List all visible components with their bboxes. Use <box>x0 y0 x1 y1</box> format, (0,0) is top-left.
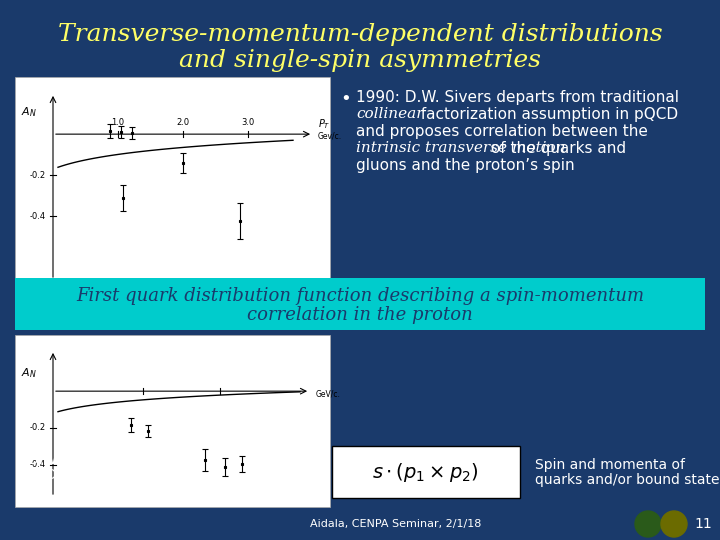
Text: PRD41, 83 (1990): PRD41, 83 (1990) <box>28 468 151 482</box>
Text: First quark distribution function describing a spin-momentum: First quark distribution function descri… <box>76 287 644 305</box>
Text: D.W. Sivers: D.W. Sivers <box>28 453 107 467</box>
Text: •: • <box>340 90 351 108</box>
Text: -0.2: -0.2 <box>30 171 46 180</box>
Text: of the quarks and: of the quarks and <box>486 141 626 156</box>
Text: 11: 11 <box>694 517 712 531</box>
Text: Aidala, CENPA Seminar, 2/1/18: Aidala, CENPA Seminar, 2/1/18 <box>310 519 482 529</box>
Text: collinear: collinear <box>356 107 423 121</box>
Bar <box>15 278 705 330</box>
Text: correlation in the proton: correlation in the proton <box>247 306 473 325</box>
Text: GeV/c.: GeV/c. <box>316 390 341 399</box>
Bar <box>15 77 330 292</box>
Text: 1.0: 1.0 <box>112 118 125 127</box>
Text: Gev/c.: Gev/c. <box>318 132 342 140</box>
Text: intrinsic transverse motion: intrinsic transverse motion <box>356 141 565 155</box>
Text: Transverse-momentum-dependent distributions: Transverse-momentum-dependent distributi… <box>58 24 662 46</box>
Text: quarks and/or bound states: quarks and/or bound states <box>535 473 720 487</box>
Text: $s \cdot (p_1 \times p_2)$: $s \cdot (p_1 \times p_2)$ <box>372 461 478 483</box>
Text: $A_N$: $A_N$ <box>21 366 37 380</box>
Text: $P_T$: $P_T$ <box>318 117 330 131</box>
Text: Spin and momenta of: Spin and momenta of <box>535 458 685 472</box>
Text: -0.2: -0.2 <box>30 423 46 433</box>
Text: -0.4: -0.4 <box>30 460 46 469</box>
Text: factorization assumption in pQCD: factorization assumption in pQCD <box>411 107 678 122</box>
Bar <box>332 446 520 498</box>
Bar <box>15 335 330 507</box>
Text: and proposes correlation between the: and proposes correlation between the <box>356 124 648 139</box>
Text: and single-spin asymmetries: and single-spin asymmetries <box>179 49 541 71</box>
Circle shape <box>635 511 661 537</box>
Text: 1990: D.W. Sivers departs from traditional: 1990: D.W. Sivers departs from tradition… <box>356 90 679 105</box>
Text: $A_N$: $A_N$ <box>21 105 37 119</box>
Text: 3.0: 3.0 <box>241 118 255 127</box>
Circle shape <box>661 511 687 537</box>
Text: 2.0: 2.0 <box>176 118 189 127</box>
Text: -0.4: -0.4 <box>30 212 46 221</box>
Text: gluons and the proton’s spin: gluons and the proton’s spin <box>356 158 575 173</box>
